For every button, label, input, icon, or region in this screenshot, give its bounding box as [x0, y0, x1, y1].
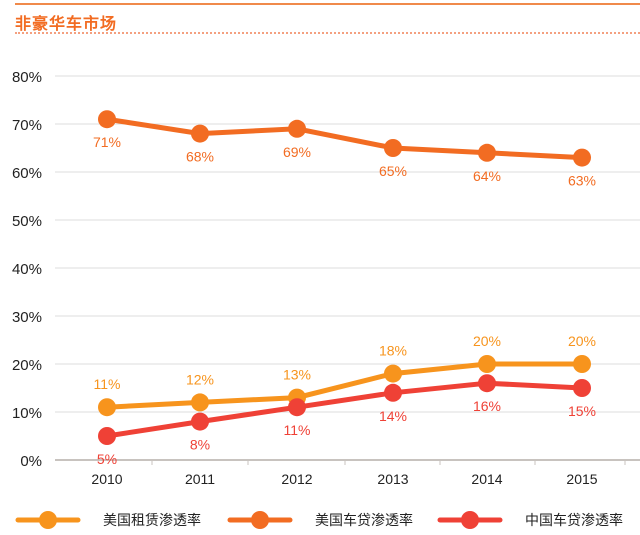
data-label: 71%: [93, 134, 121, 150]
y-tick-label: 40%: [12, 261, 42, 278]
data-point: [573, 379, 591, 397]
data-label: 5%: [97, 451, 117, 467]
x-tick-label: 2015: [566, 471, 597, 487]
data-point: [98, 427, 116, 445]
page-title: 非豪华车市场: [15, 14, 118, 33]
y-tick-label: 60%: [12, 165, 42, 182]
data-point: [478, 355, 496, 373]
data-point: [573, 148, 591, 167]
data-point: [384, 364, 402, 383]
data-label: 8%: [190, 437, 210, 453]
data-point: [191, 124, 209, 143]
data-point: [191, 393, 209, 412]
data-label: 14%: [379, 408, 407, 424]
data-label: 18%: [379, 343, 407, 359]
legend-marker: [461, 511, 479, 529]
data-label: 11%: [94, 376, 121, 392]
data-label: 63%: [568, 173, 596, 189]
data-label: 16%: [473, 398, 501, 414]
data-label: 20%: [473, 333, 501, 349]
data-point: [98, 110, 116, 129]
top-rule: [15, 3, 640, 5]
data-point: [384, 139, 402, 157]
data-point: [478, 374, 496, 393]
legend-marker: [251, 511, 269, 529]
x-tick-label: 2010: [91, 471, 122, 487]
y-tick-label: 50%: [12, 213, 42, 230]
legend-marker: [39, 511, 57, 529]
data-label: 64%: [473, 168, 501, 184]
series-line: [106, 380, 583, 439]
data-point: [384, 383, 402, 402]
y-tick-label: 10%: [12, 405, 42, 422]
data-point: [191, 412, 209, 431]
x-tick-label: 2012: [281, 471, 312, 487]
data-label: 12%: [186, 371, 214, 387]
data-label: 69%: [283, 144, 311, 160]
y-tick-label: 80%: [12, 69, 42, 86]
legend-label: 中国车贷渗透率: [525, 512, 623, 528]
dotted-divider: [15, 32, 640, 34]
data-point: [573, 355, 591, 373]
data-point: [288, 119, 306, 138]
data-label: 68%: [186, 149, 214, 165]
legend-label: 美国租赁渗透率: [103, 512, 201, 528]
y-tick-label: 70%: [12, 117, 42, 134]
legend-label: 美国车贷渗透率: [315, 512, 413, 528]
data-point: [478, 143, 496, 162]
data-label: 13%: [283, 367, 311, 383]
data-label: 65%: [379, 163, 407, 179]
y-tick-label: 0%: [20, 453, 42, 470]
y-tick-label: 20%: [12, 357, 42, 374]
y-tick-label: 30%: [12, 309, 42, 326]
data-label: 20%: [568, 333, 596, 349]
data-point: [288, 398, 306, 417]
x-tick-label: 2013: [377, 471, 408, 487]
x-tick-label: 2011: [185, 471, 215, 487]
series-line: [106, 361, 582, 410]
series-line: [106, 116, 583, 161]
data-label: 15%: [568, 403, 596, 419]
data-point: [98, 398, 116, 417]
x-tick-label: 2014: [471, 471, 502, 487]
data-label: 11%: [284, 422, 311, 438]
